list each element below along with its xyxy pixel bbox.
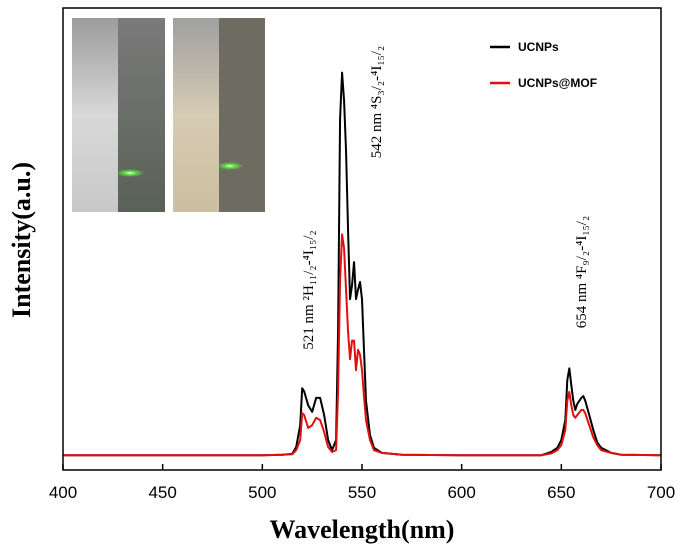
x-tick-label: 700 [647,483,675,502]
x-tick-label: 500 [248,483,276,502]
x-tick-label: 450 [148,483,176,502]
plot-frame [62,7,662,471]
x-tick-label: 550 [348,483,376,502]
spectrum-line [63,71,662,457]
legend-label: UCNPs@MOF [518,76,597,90]
x-tick-label: 400 [49,483,77,502]
x-tick-label: 650 [547,483,575,502]
peak-annotation: 521 nm ²H₁₁/₂-⁴I₁₅/₂ [301,230,317,349]
peak-annotation: 542 nm ⁴S₃/₂-⁴I₁₅/₂ [369,46,385,158]
x-axis-title: Wavelength(nm) [270,515,455,544]
inset-photo [72,18,265,212]
legend-label: UCNPs [518,40,559,54]
y-axis-title: Intensity(a.u.) [7,162,36,318]
x-tick-label: 600 [447,483,475,502]
peak-annotation: 654 nm ⁴F₉/₂-⁴I₁₅/₂ [574,216,590,328]
spectrum-line [63,233,662,457]
